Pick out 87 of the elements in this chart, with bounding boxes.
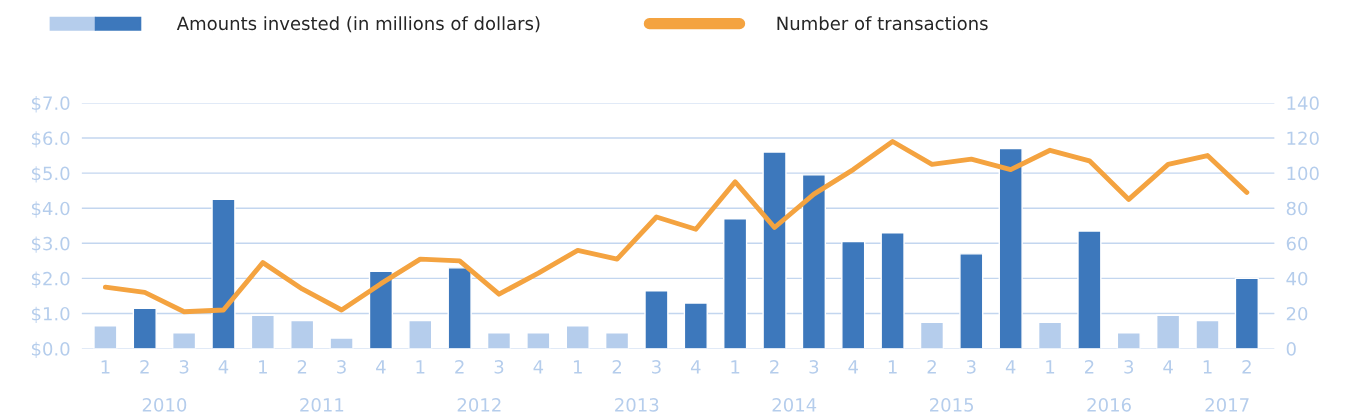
- bar: [723, 218, 748, 349]
- y-tick-label: $2.0: [31, 271, 70, 288]
- bar: [959, 253, 984, 349]
- x-tick-label: 2: [297, 360, 307, 374]
- bar: [919, 321, 945, 349]
- bar: [1156, 314, 1181, 349]
- bar: [250, 314, 275, 349]
- bar: [998, 147, 1023, 349]
- x-tick-label: 1: [731, 360, 740, 374]
- bar: [486, 332, 512, 349]
- text: 2015: [930, 398, 974, 412]
- x-tick-label: 2: [770, 360, 779, 374]
- legend-label: Amounts invested (in millions of dollars): [176, 16, 540, 33]
- x-tick-label: 2: [1242, 360, 1251, 374]
- x-tick-label: 3: [652, 360, 661, 374]
- bar: [644, 289, 669, 349]
- x-tick-label: 4: [218, 360, 229, 374]
- bar: [368, 270, 394, 349]
- bar: [604, 332, 630, 349]
- bar: [1234, 277, 1259, 349]
- bar: [1077, 230, 1102, 349]
- x-tick-label: 3: [1124, 360, 1134, 374]
- text: 2010: [142, 398, 187, 412]
- line-series: [102, 139, 1250, 315]
- y2-tick-label: 60: [1286, 236, 1308, 251]
- bar: [132, 307, 157, 349]
- bar: [1037, 321, 1063, 349]
- legend-label: Number of transactions: [777, 16, 988, 31]
- y2-tick-label: 140: [1287, 96, 1319, 111]
- bar: [1116, 332, 1141, 349]
- y-tick-label: $3.0: [31, 236, 70, 253]
- bar: [447, 267, 472, 349]
- x-tick-label: 4: [1163, 360, 1173, 374]
- text: 2011: [300, 398, 344, 412]
- x-tick-label: 1: [573, 360, 582, 374]
- y-tick-label: $1.0: [31, 306, 70, 324]
- x-tick-label: 2: [1084, 360, 1094, 374]
- text: 2012: [457, 398, 501, 412]
- bar: [408, 319, 433, 349]
- y-tick-label: $4.0: [31, 201, 70, 218]
- bar: [526, 332, 551, 349]
- bar: [290, 319, 315, 349]
- bar: [801, 174, 826, 349]
- x-tick-label: 4: [533, 360, 544, 374]
- bar: [93, 325, 118, 349]
- x-tick-label: 1: [1203, 360, 1212, 374]
- x-tick-label: 3: [809, 360, 819, 374]
- y2-tick-label: 100: [1287, 166, 1319, 181]
- y-tick-label: $7.0: [31, 96, 70, 113]
- y-tick-label: $5.0: [31, 166, 70, 183]
- x-tick-label: 2: [455, 360, 464, 374]
- y2-tick-label: 20: [1286, 306, 1308, 321]
- bar: [172, 332, 197, 349]
- x-tick-label: 1: [888, 360, 897, 374]
- x-tick-label: 1: [416, 360, 425, 374]
- y2-tick-label: 40: [1286, 271, 1308, 286]
- x-tick-label: 1: [1046, 360, 1055, 374]
- x-tick-label: 4: [1005, 360, 1016, 374]
- x-tick-label: 1: [259, 360, 267, 374]
- x-tick-label: 4: [376, 360, 386, 374]
- x-tick-label: 3: [494, 360, 504, 374]
- x-tick-label: 2: [140, 360, 149, 374]
- text: 2016: [1087, 398, 1131, 412]
- x-tick-label: 3: [966, 360, 976, 374]
- text: 2017: [1205, 398, 1249, 412]
- bar: [880, 232, 905, 349]
- bar: [683, 302, 708, 349]
- x-tick-label: 2: [612, 360, 622, 374]
- bar: [841, 240, 866, 349]
- y2-tick-label: 120: [1287, 131, 1319, 146]
- bar: [762, 151, 787, 349]
- y2-tick-label: 80: [1286, 201, 1308, 216]
- x-tick-label: 3: [337, 360, 346, 374]
- x-tick-label: 2: [927, 360, 936, 374]
- y-tick-label: $0.0: [31, 341, 70, 359]
- bar: [1195, 319, 1220, 349]
- x-tick-label: 3: [179, 360, 189, 374]
- y-tick-label: $6.0: [31, 131, 70, 148]
- y2-tick-label: 0: [1286, 342, 1296, 356]
- x-tick-label: 4: [848, 360, 858, 374]
- bar: [329, 337, 354, 349]
- x-tick-label: 4: [690, 360, 701, 374]
- bar: [211, 198, 236, 349]
- x-tick-label: 1: [101, 360, 110, 374]
- text: 2014: [772, 398, 817, 412]
- bar: [565, 325, 590, 349]
- text: 2013: [615, 398, 659, 412]
